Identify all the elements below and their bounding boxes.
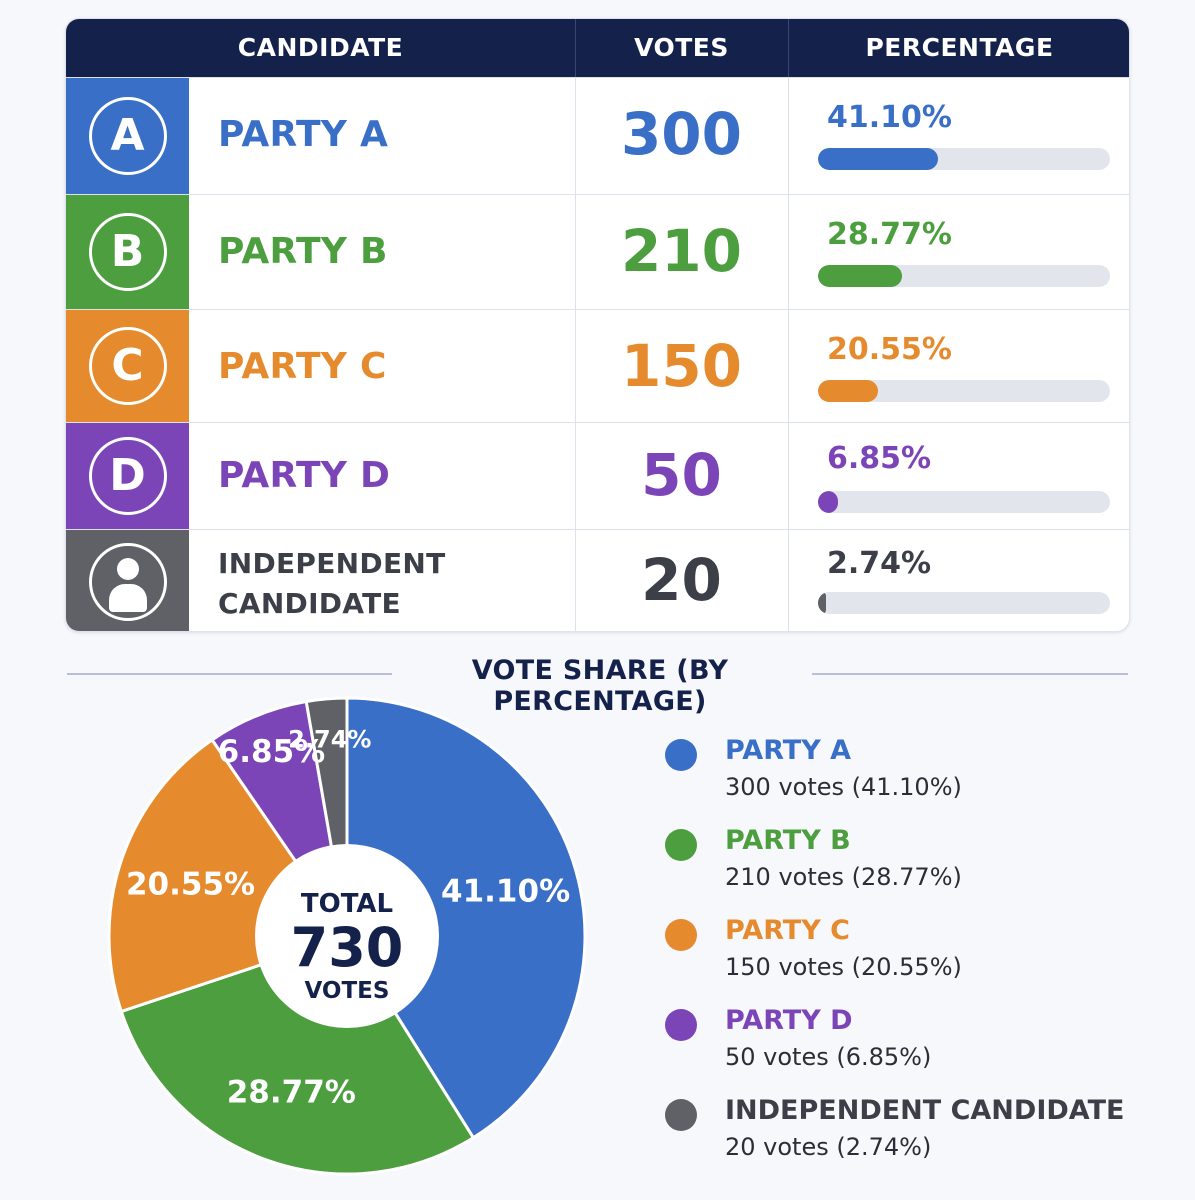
pie-label-party-b: 28.77% — [227, 1074, 356, 1110]
party-a-badge: A — [66, 78, 189, 194]
legend-votes-party-d: 50 votes (6.85%) — [725, 1043, 932, 1071]
party-c-votes: 150 — [620, 332, 743, 400]
independent-name-line2: CANDIDATE — [218, 587, 401, 620]
column-separator — [788, 530, 789, 631]
party-a-bar-fill — [818, 148, 938, 170]
party-b-badge: B — [66, 195, 189, 309]
column-separator — [788, 78, 789, 194]
party-a-votes: 300 — [620, 100, 743, 168]
column-separator — [575, 78, 576, 194]
legend-dot-party-b — [665, 829, 697, 861]
legend-dot-party-d — [665, 1009, 697, 1041]
person-icon-head — [116, 557, 139, 580]
legend-votes-independent: 20 votes (2.74%) — [725, 1133, 932, 1161]
pie-label-party-d: 6.85% — [218, 734, 326, 770]
legend-votes-party-a: 300 votes (41.10%) — [725, 773, 962, 801]
legend-item-party-c: PARTY C 150 votes (20.55%) — [665, 915, 1185, 1005]
party-c-letter-icon: C — [88, 327, 167, 405]
results-table: CANDIDATE VOTES PERCENTAGE A PARTY A 300… — [65, 18, 1130, 632]
party-d-votes: 50 — [641, 441, 722, 509]
party-c-bar-track — [818, 380, 1110, 402]
party-d-name: PARTY D — [218, 455, 391, 496]
vote-share-pie-chart: 41.10% 28.77% 20.55% 6.85%2.74% TOTAL 730 V… — [107, 696, 587, 1176]
party-c-badge: C — [66, 310, 189, 422]
chart-legend: PARTY A 300 votes (41.10%) PARTY B 210 v… — [665, 735, 1185, 1185]
pie-label-independent: 2.74% — [288, 726, 371, 754]
independent-badge — [66, 530, 189, 631]
party-c-name: PARTY C — [218, 346, 387, 387]
legend-name-party-b: PARTY B — [725, 825, 851, 856]
party-a-bar-track — [818, 148, 1110, 170]
chart-title: VOTE SHARE (BY PERCENTAGE) — [471, 655, 729, 717]
person-icon — [88, 542, 167, 621]
center-total-value: 730 — [291, 916, 404, 979]
header-separator — [788, 19, 789, 77]
legend-votes-party-c: 150 votes (20.55%) — [725, 953, 962, 981]
person-icon-body — [108, 583, 147, 612]
independent-percentage: 2.74% — [827, 546, 932, 581]
header-candidate: CANDIDATE — [237, 33, 404, 62]
party-d-letter-icon: D — [88, 437, 167, 515]
center-total-unit: VOTES — [305, 978, 390, 1004]
party-a-letter-icon: A — [88, 97, 167, 175]
party-d-badge: D — [66, 423, 189, 529]
legend-dot-independent — [665, 1099, 697, 1131]
legend-dot-party-a — [665, 739, 697, 771]
legend-item-independent: INDEPENDENT CANDIDATE 20 votes (2.74%) — [665, 1095, 1185, 1185]
party-d-percentage: 6.85% — [827, 441, 932, 476]
pie-label-party-a: 41.10% — [441, 873, 570, 909]
table-header: CANDIDATE VOTES PERCENTAGE — [66, 19, 1129, 77]
party-c-percentage: 20.55% — [827, 332, 952, 367]
column-separator — [575, 195, 576, 309]
party-b-percentage: 28.77% — [827, 217, 952, 252]
section-divider-right — [812, 673, 1128, 675]
party-b-votes: 210 — [620, 217, 743, 285]
column-separator — [788, 423, 789, 529]
column-separator — [575, 423, 576, 529]
table-row-party-a: A PARTY A 300 41.10% — [66, 77, 1129, 194]
legend-name-party-d: PARTY D — [725, 1005, 853, 1036]
column-separator — [575, 530, 576, 631]
independent-name-line1: INDEPENDENT — [218, 547, 446, 580]
legend-item-party-d: PARTY D 50 votes (6.85%) — [665, 1005, 1185, 1095]
party-d-bar-track — [818, 491, 1110, 513]
legend-name-party-c: PARTY C — [725, 915, 850, 946]
section-divider-left — [67, 673, 392, 675]
pie-labels: 41.10% 28.77% 20.55% 6.85%2.74% — [126, 726, 570, 1111]
center-total-label: TOTAL — [301, 889, 393, 919]
party-b-bar-fill — [818, 265, 902, 287]
party-c-bar-fill — [818, 380, 878, 402]
column-separator — [575, 310, 576, 422]
legend-item-party-a: PARTY A 300 votes (41.10%) — [665, 735, 1185, 825]
header-separator — [575, 19, 576, 77]
legend-name-independent: INDEPENDENT CANDIDATE — [725, 1095, 1125, 1126]
party-b-name: PARTY B — [218, 231, 388, 272]
pie-slice-party-a — [345, 696, 587, 1140]
legend-name-party-a: PARTY A — [725, 735, 852, 766]
party-a-percentage: 41.10% — [827, 100, 952, 135]
pie-slice-party-b — [119, 934, 476, 1176]
pie-slices — [107, 696, 587, 1176]
header-votes: VOTES — [634, 33, 729, 62]
table-row-party-c: C PARTY C 150 20.55% — [66, 309, 1129, 422]
table-row-independent: INDEPENDENT CANDIDATE 20 2.74% — [66, 529, 1129, 631]
pie-center-hole — [255, 844, 439, 1028]
independent-name: INDEPENDENT CANDIDATE — [218, 544, 446, 624]
legend-votes-party-b: 210 votes (28.77%) — [725, 863, 962, 891]
party-b-letter-icon: B — [88, 213, 167, 291]
independent-votes: 20 — [641, 546, 722, 614]
column-separator — [788, 195, 789, 309]
column-separator — [788, 310, 789, 422]
pie-label-party-c: 20.55% — [126, 867, 255, 903]
legend-dot-party-c — [665, 919, 697, 951]
independent-bar-fill — [818, 592, 826, 614]
independent-bar-track — [818, 592, 1110, 614]
legend-item-party-b: PARTY B 210 votes (28.77%) — [665, 825, 1185, 915]
table-row-party-d: D PARTY D 50 6.85% — [66, 422, 1129, 529]
party-a-name: PARTY A — [218, 114, 389, 155]
header-percentage: PERCENTAGE — [865, 33, 1054, 62]
party-d-bar-fill — [818, 491, 838, 513]
party-b-bar-track — [818, 265, 1110, 287]
table-row-party-b: B PARTY B 210 28.77% — [66, 194, 1129, 309]
